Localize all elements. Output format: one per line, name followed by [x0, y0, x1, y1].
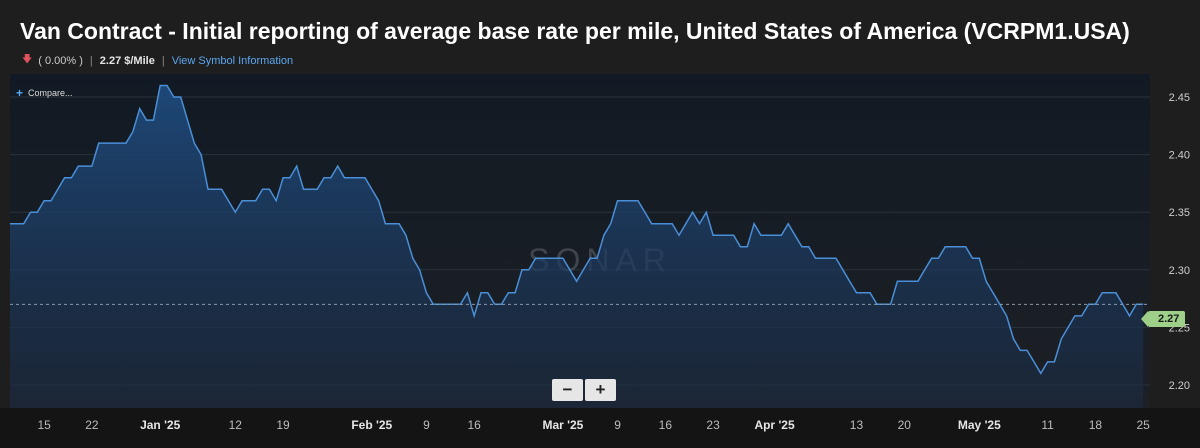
y-tick-label: 2.35	[1169, 207, 1190, 219]
y-tick-label: 2.20	[1169, 380, 1190, 392]
x-tick-label: Jan '25	[140, 418, 181, 432]
change-percent: ( 0.00% )	[38, 54, 83, 67]
compare-label: Compare...	[28, 88, 73, 98]
x-tick-label: Apr '25	[754, 418, 795, 432]
x-tick-label: 13	[850, 418, 864, 432]
x-tick-label: 12	[229, 418, 243, 432]
series-line	[10, 84, 1144, 375]
chart-title: Van Contract - Initial reporting of aver…	[20, 18, 1130, 44]
x-tick-label: 11	[1041, 418, 1054, 432]
y-tick-label: 2.45	[1169, 92, 1190, 104]
current-value-badge: 2.27	[1140, 311, 1186, 327]
separator: |	[161, 54, 165, 67]
zoom-in-button[interactable]: +	[585, 379, 616, 401]
x-tick-label: 25	[1136, 418, 1150, 432]
x-tick-label: 20	[898, 418, 912, 432]
series-area	[10, 85, 1144, 408]
plus-icon: +	[16, 86, 24, 100]
chart-header: Van Contract - Initial reporting of aver…	[0, 0, 1200, 74]
current-rate: 2.27 $/Mile	[99, 54, 155, 67]
x-tick-label: 23	[706, 418, 720, 432]
x-tick-label: 16	[468, 418, 482, 432]
x-axis-bar	[0, 408, 1200, 448]
view-symbol-info-link[interactable]: View Symbol Information	[171, 54, 294, 67]
x-tick-label: 9	[423, 418, 430, 432]
y-tick-label: 2.40	[1169, 150, 1190, 162]
x-tick-label: May '25	[958, 418, 1001, 432]
x-tick-label: 19	[276, 418, 290, 432]
compare-button[interactable]: + Compare...	[16, 86, 73, 100]
x-tick-label: 18	[1089, 418, 1103, 432]
zoom-out-button[interactable]: −	[552, 379, 583, 401]
x-tick-label: 16	[659, 418, 673, 432]
y-tick-label: 2.30	[1169, 265, 1190, 277]
x-tick-label: 9	[614, 418, 621, 432]
x-tick-label: Mar '25	[542, 418, 583, 432]
summary-line: 🡇 ( 0.00% ) | 2.27 $/Mile | View Symbol …	[22, 52, 293, 69]
zoom-controls: − +	[552, 379, 616, 401]
down-arrow-icon: 🡇	[22, 54, 33, 65]
x-tick-label: 15	[37, 418, 51, 432]
x-tick-label: Feb '25	[351, 418, 392, 432]
separator: |	[89, 54, 93, 67]
x-tick-label: 22	[85, 418, 99, 432]
